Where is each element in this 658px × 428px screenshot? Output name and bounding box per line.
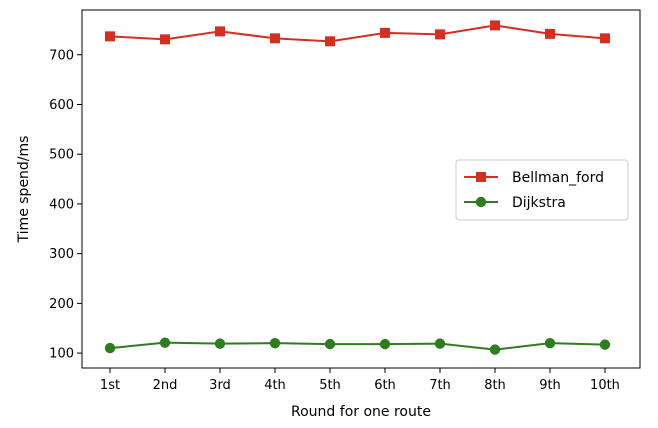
legend-item-dijkstra: Dijkstra <box>464 195 566 211</box>
x-tick-label: 1st <box>100 378 120 393</box>
series-line-bellman-ford <box>109 24 606 43</box>
x-tick-label: 3rd <box>209 378 231 393</box>
y-tick-label: 700 <box>49 48 74 63</box>
legend-items: Bellman_ford Dijkstra <box>464 170 604 211</box>
x-axis: 1st 2nd 3rd 4th 5th 6th 7th 8th 9th 10th <box>100 368 620 393</box>
y-axis: 100 200 300 400 500 600 700 <box>49 48 82 362</box>
x-tick-label: 6th <box>374 378 396 393</box>
data-point-dijkstra <box>104 342 116 354</box>
data-point-dijkstra <box>599 339 611 350</box>
y-tick-label: 400 <box>49 197 74 212</box>
data-point-dijkstra <box>544 337 556 349</box>
legend-label: Dijkstra <box>512 195 566 211</box>
data-point-bellman-ford <box>380 27 390 38</box>
x-tick-label: 10th <box>590 378 620 393</box>
legend-box <box>455 159 629 221</box>
data-point-bellman-ford <box>105 31 115 42</box>
y-tick-label: 200 <box>49 297 74 312</box>
data-point-dijkstra <box>489 344 501 355</box>
data-point-dijkstra <box>434 338 446 349</box>
series-line-dijkstra <box>109 341 606 351</box>
data-point-bellman-ford <box>545 28 555 39</box>
data-point-bellman-ford <box>215 26 225 37</box>
data-point-bellman-ford <box>160 34 170 45</box>
data-point-bellman-ford <box>600 33 610 44</box>
data-point-dijkstra <box>269 337 281 349</box>
data-point-bellman-ford <box>270 33 280 44</box>
x-tick-label: 7th <box>429 378 451 393</box>
x-tick-label: 2nd <box>153 378 178 393</box>
legend-swatch-marker <box>476 172 486 182</box>
data-point-dijkstra <box>159 337 171 348</box>
data-point-bellman-ford <box>325 36 335 47</box>
y-axis-label: Time spend/ms <box>16 136 32 244</box>
y-tick-label: 500 <box>49 148 74 163</box>
series-layer <box>104 20 611 355</box>
data-point-bellman-ford <box>490 20 500 31</box>
x-tick-label: 9th <box>539 378 561 393</box>
legend-item-bellman-ford: Bellman_ford <box>464 170 604 186</box>
y-tick-label: 600 <box>49 98 74 113</box>
legend-label: Bellman_ford <box>512 170 604 186</box>
x-tick-label: 5th <box>319 378 341 393</box>
data-point-dijkstra <box>379 338 391 350</box>
y-tick-label: 100 <box>49 347 74 362</box>
legend-swatch-marker <box>475 196 487 208</box>
data-point-dijkstra <box>214 338 226 349</box>
series-bellman-ford <box>105 20 610 47</box>
data-point-dijkstra <box>324 338 336 350</box>
y-tick-label: 300 <box>49 247 74 262</box>
legend: Bellman_ford Dijkstra <box>455 159 629 221</box>
x-tick-label: 8th <box>484 378 506 393</box>
data-point-bellman-ford <box>435 29 445 40</box>
x-tick-label: 4th <box>264 378 286 393</box>
series-dijkstra <box>104 337 611 355</box>
x-axis-label: Round for one route <box>291 404 431 420</box>
